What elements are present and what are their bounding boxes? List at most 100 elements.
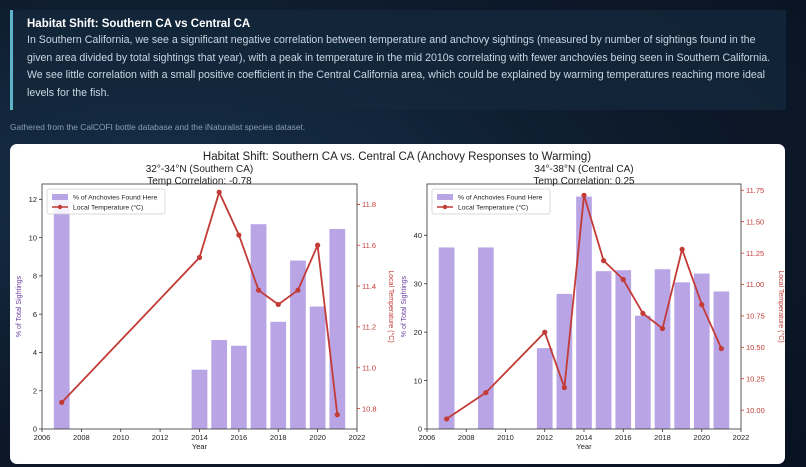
y2-tick-label: 11.50: [746, 217, 764, 226]
temperature-point: [295, 287, 301, 293]
bar: [693, 273, 710, 429]
bar: [615, 270, 632, 429]
temperature-point: [659, 325, 666, 332]
y-tick-label: 0: [418, 425, 422, 434]
subplot-subtitle: Temp Correlation: -0.78: [147, 176, 252, 187]
temperature-point: [561, 384, 567, 391]
y2-tick-label: 11.8: [362, 200, 376, 209]
temperature-point: [718, 345, 724, 352]
y-tick-label: 10: [414, 376, 422, 385]
x-tick-label: 2018: [270, 433, 287, 442]
temperature-point: [59, 399, 65, 406]
temperature-point: [255, 287, 262, 293]
y-tick-label: 30: [414, 279, 422, 288]
temperature-point: [640, 310, 646, 317]
y-axis-label: % of Total Sightings: [16, 275, 23, 337]
x-tick-label: 2020: [309, 433, 326, 442]
y2-tick-label: 11.4: [362, 282, 376, 291]
temperature-point: [483, 389, 489, 396]
subplot-subtitle: Temp Correlation: 0.25: [533, 176, 635, 187]
y-tick-label: 2: [33, 386, 37, 395]
temperature-point: [334, 412, 340, 418]
y2-tick-label: 10.00: [746, 406, 765, 415]
x-tick-label: 2016: [231, 433, 248, 442]
y2-tick-label: 10.75: [746, 312, 765, 321]
x-tick-label: 2014: [191, 433, 208, 442]
x-axis-label: Year: [192, 442, 208, 451]
description-body: In Southern California, we see a signifi…: [27, 34, 771, 99]
legend-line-marker: [57, 204, 63, 210]
temperature-point: [196, 254, 203, 261]
y-tick-label: 0: [33, 425, 37, 434]
subplot-title: 34°-38°N (Central CA): [534, 164, 633, 175]
bar: [654, 269, 671, 429]
legend-label-anchovies: % of Anchovies Found Here: [73, 195, 157, 202]
temperature-point: [236, 232, 242, 238]
bar: [250, 224, 267, 429]
legend-label-temperature: Local Temperature (°C): [73, 204, 143, 212]
y-tick-label: 8: [33, 272, 37, 281]
y2-axis-label: Local Temperature (°C): [387, 270, 395, 342]
bar: [309, 306, 326, 429]
bar: [595, 271, 612, 429]
x-tick-label: 2012: [152, 433, 169, 442]
temperature-point: [581, 192, 587, 198]
x-tick-label: 2020: [693, 433, 710, 442]
chart-figure: Habitat Shift: Southern CA vs. Central C…: [16, 151, 785, 451]
x-tick-label: 2022: [349, 433, 366, 442]
legend-box: [46, 188, 166, 215]
bar: [231, 345, 247, 429]
x-tick-label: 2022: [733, 433, 750, 442]
y2-tick-label: 10.50: [746, 343, 765, 352]
legend-line-marker: [442, 204, 448, 210]
source-caption: Gathered from the CalCOFI bottle databas…: [10, 122, 306, 132]
bar: [290, 260, 306, 429]
temperature-point: [275, 301, 281, 308]
x-tick-label: 2016: [615, 433, 632, 442]
x-tick-label: 2012: [536, 433, 553, 442]
bar: [713, 291, 730, 429]
bar: [438, 247, 455, 429]
x-tick-label: 2018: [654, 433, 671, 442]
bar: [556, 293, 573, 429]
temperature-point: [315, 242, 321, 248]
bar: [576, 196, 592, 429]
y-tick-label: 20: [414, 328, 422, 337]
y2-tick-label: 11.75: [746, 186, 764, 195]
x-tick-label: 2010: [112, 433, 129, 442]
y-axis-label: % of Total Sightings: [401, 275, 408, 337]
y2-tick-label: 10.8: [362, 404, 377, 413]
bar: [536, 348, 553, 429]
chart-card: Habitat Shift: Southern CA vs. Central C…: [10, 144, 785, 464]
y-tick-label: 12: [29, 195, 37, 204]
temperature-point: [620, 276, 626, 283]
x-tick-label: 2008: [458, 433, 475, 442]
y2-tick-label: 11.25: [746, 249, 764, 258]
x-tick-label: 2006: [419, 433, 436, 442]
temperature-point: [444, 416, 450, 422]
temperature-point: [699, 302, 705, 308]
bar: [635, 315, 651, 429]
y-tick-label: 4: [33, 348, 37, 357]
y2-tick-label: 10.25: [746, 374, 765, 383]
legend-label-anchovies: % of Anchovies Found Here: [458, 195, 542, 202]
x-tick-label: 2010: [497, 433, 514, 442]
bar: [478, 247, 494, 429]
description-title: Habitat Shift: Southern CA vs Central CA: [27, 18, 251, 30]
description-panel: Habitat Shift: Southern CA vs Central CA…: [10, 10, 786, 110]
y2-tick-label: 11.00: [746, 280, 764, 289]
x-axis-label: Year: [576, 442, 592, 451]
x-tick-label: 2006: [34, 433, 51, 442]
subplot-title: 32°-34°N (Southern CA): [146, 164, 254, 175]
bar: [211, 339, 228, 429]
temperature-point: [601, 258, 607, 264]
bar: [53, 199, 70, 429]
x-tick-label: 2014: [576, 433, 593, 442]
y2-tick-label: 11.2: [362, 323, 376, 332]
y-tick-label: 40: [414, 231, 422, 240]
legend-label-temperature: Local Temperature (°C): [458, 204, 528, 212]
temperature-line: [446, 195, 723, 420]
bar: [674, 282, 690, 429]
chart-suptitle: Habitat Shift: Southern CA vs. Central C…: [203, 151, 591, 163]
x-tick-label: 2008: [73, 433, 90, 442]
